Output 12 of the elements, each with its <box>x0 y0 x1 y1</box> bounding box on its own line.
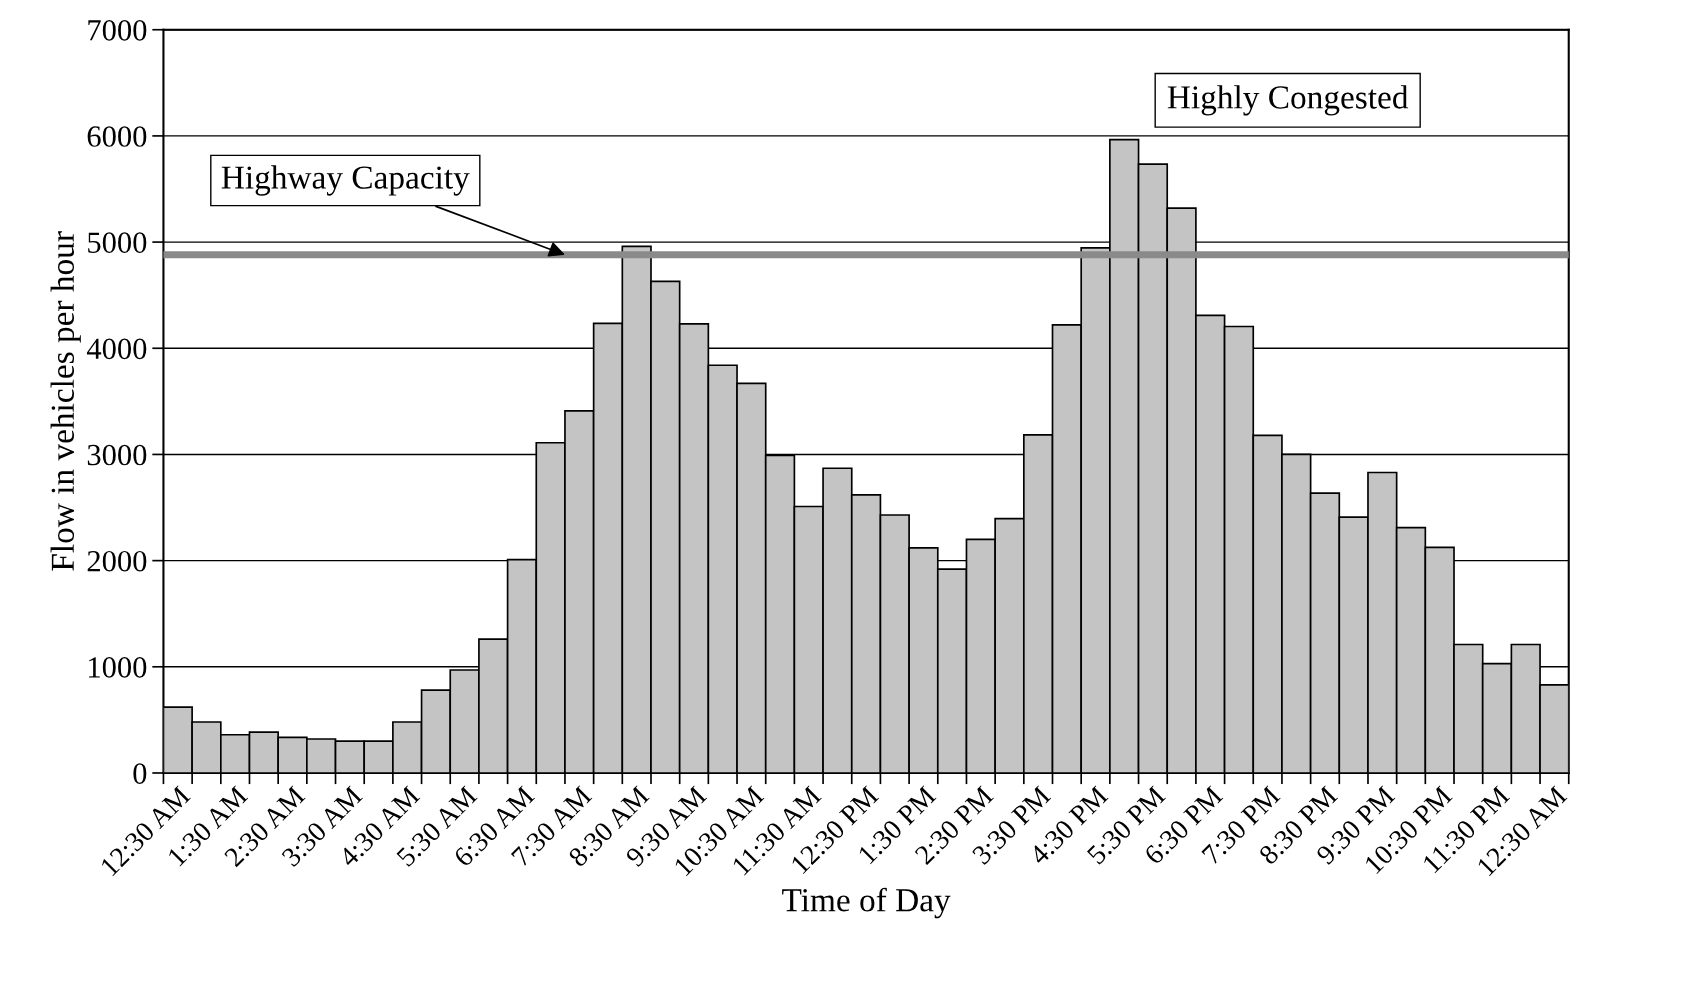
y-tick-label: 6000 <box>87 126 147 147</box>
y-tick-label: 5000 <box>88 232 147 253</box>
y-tick-label: 3000 <box>87 444 147 466</box>
y-tick-label: 4000 <box>86 338 147 360</box>
ref-line-label: Highway Capacity <box>221 165 470 196</box>
x-axis-title: Time of Day <box>782 887 951 919</box>
y-tick-label: 2000 <box>87 550 147 572</box>
y-axis-title: Flow in vehicles per hour <box>50 231 81 571</box>
y-tick-label: 7000 <box>88 20 147 41</box>
y-tick-label: 1000 <box>89 657 147 678</box>
annotation: Highly Congested <box>1167 85 1409 116</box>
y-tick-label: 0 <box>133 763 147 784</box>
